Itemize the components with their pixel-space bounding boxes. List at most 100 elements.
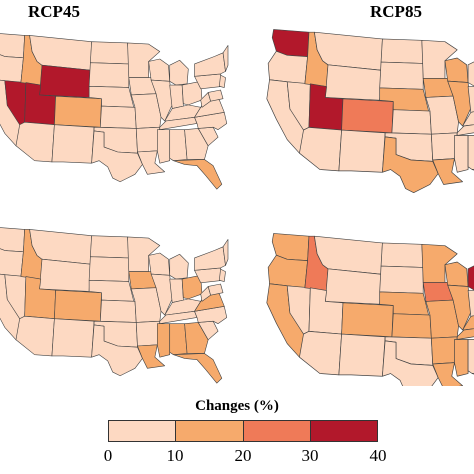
state-michigan bbox=[169, 253, 189, 280]
state-new-england bbox=[222, 45, 229, 72]
map-bottom-left bbox=[0, 218, 236, 386]
state-north-dakota bbox=[90, 41, 130, 65]
state-texas bbox=[91, 324, 143, 377]
us-map-bottom-left bbox=[0, 227, 229, 384]
state-arizona bbox=[15, 121, 55, 163]
state-wyoming bbox=[39, 258, 91, 292]
state-alabama bbox=[169, 129, 188, 161]
legend-cell-10-20 bbox=[175, 421, 243, 441]
state-south-dakota bbox=[88, 256, 130, 282]
state-oregon bbox=[0, 248, 24, 277]
state-alabama bbox=[467, 135, 474, 170]
state-new-jersey bbox=[219, 74, 226, 88]
state-arizona bbox=[299, 127, 342, 172]
state-arizona bbox=[15, 315, 55, 357]
state-indiana bbox=[467, 290, 474, 317]
state-georgia bbox=[184, 128, 209, 160]
state-kansas bbox=[391, 109, 432, 135]
state-arkansas bbox=[431, 336, 458, 365]
state-michigan bbox=[169, 59, 189, 86]
state-georgia bbox=[184, 322, 209, 354]
state-new-mexico bbox=[51, 124, 95, 164]
state-wisconsin bbox=[444, 57, 469, 83]
panel-title-rcp85: RCP85 bbox=[370, 2, 422, 21]
legend-cell-20-30 bbox=[242, 421, 310, 441]
state-indiana bbox=[169, 84, 184, 109]
state-mississippi bbox=[157, 129, 171, 164]
state-indiana bbox=[467, 86, 474, 113]
legend-tick-10: 10 bbox=[166, 446, 184, 465]
state-south-dakota bbox=[379, 265, 424, 294]
state-new-england bbox=[222, 239, 229, 266]
state-maryland bbox=[207, 283, 224, 296]
state-arkansas bbox=[431, 132, 458, 161]
state-missouri bbox=[425, 95, 459, 135]
state-kansas bbox=[99, 299, 137, 323]
state-alabama bbox=[169, 323, 188, 355]
state-missouri bbox=[130, 287, 162, 323]
panel-title-rcp45: RCP45 bbox=[28, 2, 80, 21]
state-colorado bbox=[54, 289, 102, 322]
state-colorado bbox=[341, 98, 394, 134]
state-texas bbox=[91, 130, 143, 183]
legend-cell-30-40 bbox=[309, 421, 377, 441]
state-north-carolina bbox=[194, 112, 228, 130]
state-michigan bbox=[467, 265, 474, 291]
state-north-dakota bbox=[380, 242, 424, 268]
state-mississippi bbox=[157, 323, 171, 358]
state-arkansas bbox=[135, 126, 161, 153]
state-maryland bbox=[207, 89, 224, 102]
state-mississippi bbox=[454, 135, 469, 173]
state-wyoming bbox=[39, 64, 91, 98]
state-texas bbox=[382, 340, 439, 386]
state-north-dakota bbox=[90, 235, 130, 259]
legend-tick-40: 40 bbox=[369, 446, 387, 465]
state-arkansas bbox=[135, 320, 161, 347]
state-michigan bbox=[467, 61, 474, 87]
state-tennessee bbox=[456, 328, 474, 340]
legend-colorbar bbox=[108, 420, 378, 442]
state-kansas bbox=[99, 105, 137, 129]
state-texas bbox=[382, 136, 439, 193]
legend-tick-0: 0 bbox=[103, 446, 113, 465]
state-arizona bbox=[299, 331, 342, 376]
legend-tick-30: 30 bbox=[301, 446, 319, 465]
state-south-dakota bbox=[88, 62, 130, 88]
state-wisconsin bbox=[148, 252, 171, 276]
state-south-dakota bbox=[379, 61, 424, 90]
state-north-dakota bbox=[380, 38, 424, 64]
state-wisconsin bbox=[444, 261, 469, 287]
state-new-mexico bbox=[338, 333, 386, 377]
state-indiana bbox=[169, 278, 184, 303]
state-washington bbox=[0, 33, 25, 59]
state-oregon bbox=[267, 50, 308, 85]
state-colorado bbox=[341, 302, 394, 338]
state-mississippi bbox=[454, 339, 469, 377]
state-florida bbox=[173, 353, 223, 384]
us-map-top-right bbox=[266, 29, 474, 193]
state-colorado bbox=[54, 95, 102, 128]
legend-title: Changes (%) bbox=[195, 398, 279, 414]
map-top-right bbox=[256, 14, 474, 204]
state-missouri bbox=[130, 93, 162, 129]
state-new-york bbox=[194, 246, 226, 271]
state-kansas bbox=[391, 313, 432, 339]
state-florida bbox=[173, 159, 223, 190]
state-new-mexico bbox=[51, 318, 95, 358]
state-wisconsin bbox=[148, 58, 171, 82]
legend-cell-0-10 bbox=[109, 421, 176, 441]
state-new-york bbox=[194, 52, 226, 77]
legend-tick-20: 20 bbox=[234, 446, 252, 465]
us-map-bottom-right bbox=[266, 233, 474, 386]
map-top-left bbox=[0, 24, 236, 196]
state-missouri bbox=[425, 299, 459, 339]
state-new-jersey bbox=[219, 268, 226, 282]
state-north-carolina bbox=[194, 306, 228, 324]
state-new-mexico bbox=[338, 129, 386, 173]
state-alabama bbox=[467, 339, 474, 374]
state-oregon bbox=[267, 254, 308, 289]
state-oregon bbox=[0, 54, 24, 83]
state-washington bbox=[0, 227, 25, 253]
state-tennessee bbox=[456, 124, 474, 136]
map-bottom-right bbox=[256, 218, 474, 386]
